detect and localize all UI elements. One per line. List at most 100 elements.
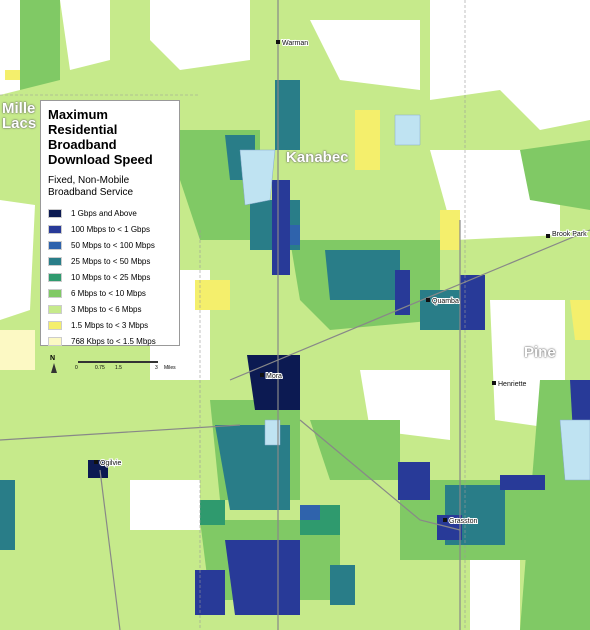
region bbox=[300, 505, 320, 520]
region bbox=[195, 280, 230, 310]
scale-unit: Miles bbox=[164, 365, 176, 371]
legend-label: 50 Mbps to < 100 Mbps bbox=[71, 240, 155, 250]
scale-tick: 3 bbox=[155, 365, 158, 371]
region bbox=[150, 0, 250, 70]
road bbox=[99, 469, 121, 630]
legend-subtitle: Fixed, Non-Mobile Broadband Service bbox=[48, 175, 134, 198]
region bbox=[275, 80, 300, 150]
legend-label: 25 Mbps to < 50 Mbps bbox=[71, 256, 151, 266]
road bbox=[229, 229, 590, 381]
town-marker bbox=[546, 234, 550, 238]
region bbox=[247, 355, 300, 410]
legend-item: 10 Mbps to < 25 Mbps bbox=[48, 269, 172, 285]
legend-swatch bbox=[48, 320, 62, 330]
legend-label: 768 Kbps to < 1.5 Mbps bbox=[71, 336, 156, 346]
region bbox=[272, 180, 290, 275]
region bbox=[88, 460, 108, 478]
lake bbox=[559, 419, 590, 481]
region bbox=[460, 275, 485, 330]
region bbox=[20, 0, 60, 90]
lake bbox=[394, 114, 421, 146]
region bbox=[0, 200, 35, 320]
north-arrow: N bbox=[50, 355, 56, 362]
legend-label: 1.5 Mbps to < 3 Mbps bbox=[71, 320, 149, 330]
legend-label: 1 Gbps and Above bbox=[71, 208, 137, 218]
town-marker bbox=[276, 40, 280, 44]
legend-swatch bbox=[48, 288, 62, 298]
town-marker bbox=[94, 460, 98, 464]
region bbox=[470, 560, 520, 630]
legend-label: 3 Mbps to < 6 Mbps bbox=[71, 304, 142, 314]
town-label: Quamba bbox=[432, 298, 459, 305]
legend-swatch bbox=[48, 256, 62, 266]
town-marker bbox=[492, 381, 496, 385]
region bbox=[215, 425, 290, 510]
region bbox=[570, 300, 590, 340]
region bbox=[325, 250, 400, 300]
county-label: Pine bbox=[524, 344, 556, 361]
scale-line bbox=[78, 361, 158, 363]
region bbox=[195, 570, 225, 615]
legend-items: 1 Gbps and Above 100 Mbps to < 1 Gbps 50 M… bbox=[48, 205, 172, 349]
region bbox=[500, 475, 545, 490]
region bbox=[355, 110, 380, 170]
region bbox=[60, 0, 110, 70]
legend-label: 6 Mbps to < 10 Mbps bbox=[71, 288, 146, 298]
town-label: Henriette bbox=[498, 381, 527, 388]
town-marker bbox=[443, 518, 447, 522]
legend-item: 768 Kbps to < 1.5 Mbps bbox=[48, 333, 172, 349]
legend-item: 1.5 Mbps to < 3 Mbps bbox=[48, 317, 172, 333]
region bbox=[310, 420, 400, 480]
town-marker bbox=[260, 373, 264, 377]
legend-swatch bbox=[48, 208, 62, 218]
region bbox=[520, 140, 590, 210]
town-label: Warman bbox=[282, 40, 308, 47]
legend-swatch bbox=[48, 304, 62, 314]
region bbox=[225, 540, 300, 615]
region bbox=[200, 500, 225, 525]
region bbox=[5, 70, 20, 80]
scale-tick: 1.5 bbox=[115, 365, 122, 371]
legend-label: 10 Mbps to < 25 Mbps bbox=[71, 272, 151, 282]
town-label: Mora bbox=[266, 373, 282, 380]
region bbox=[330, 565, 355, 605]
legend-swatch bbox=[48, 336, 62, 346]
legend-swatch bbox=[48, 272, 62, 282]
legend-item: 50 Mbps to < 100 Mbps bbox=[48, 237, 172, 253]
town-label: Brook Park bbox=[552, 231, 587, 238]
town-marker bbox=[426, 298, 430, 302]
legend-item: 6 Mbps to < 10 Mbps bbox=[48, 285, 172, 301]
scale-tick: 0 bbox=[75, 365, 78, 371]
region bbox=[0, 330, 35, 370]
legend-item: 25 Mbps to < 50 Mbps bbox=[48, 253, 172, 269]
legend: Maximum Residential Broadband Download S… bbox=[40, 100, 180, 373]
legend-swatch bbox=[48, 224, 62, 234]
legend-item: 100 Mbps to < 1 Gbps bbox=[48, 221, 172, 237]
scale-bar: N 0 0.75 1.5 3 Miles bbox=[48, 355, 176, 385]
legend-swatch bbox=[48, 240, 62, 250]
region bbox=[430, 0, 590, 130]
region bbox=[130, 480, 200, 530]
county-label: Mille Lacs bbox=[2, 100, 37, 132]
road bbox=[299, 419, 461, 531]
region bbox=[0, 0, 20, 95]
lake bbox=[239, 149, 276, 206]
town-label: Ogilvie bbox=[100, 460, 122, 467]
legend-item: 1 Gbps and Above bbox=[48, 205, 172, 221]
north-arrow-icon bbox=[51, 363, 57, 373]
lake bbox=[264, 419, 281, 446]
region bbox=[290, 225, 300, 245]
county-label: Kanabec bbox=[286, 149, 349, 166]
region bbox=[0, 480, 15, 550]
region bbox=[395, 270, 410, 315]
legend-label: 100 Mbps to < 1 Gbps bbox=[71, 224, 150, 234]
scale-tick: 0.75 bbox=[95, 365, 105, 371]
region bbox=[398, 462, 430, 500]
region bbox=[440, 210, 460, 250]
town-label: Grasston bbox=[449, 518, 478, 525]
legend-title: Maximum Residential Broadband Download S… bbox=[48, 107, 153, 167]
legend-item: 3 Mbps to < 6 Mbps bbox=[48, 301, 172, 317]
region bbox=[310, 20, 420, 90]
